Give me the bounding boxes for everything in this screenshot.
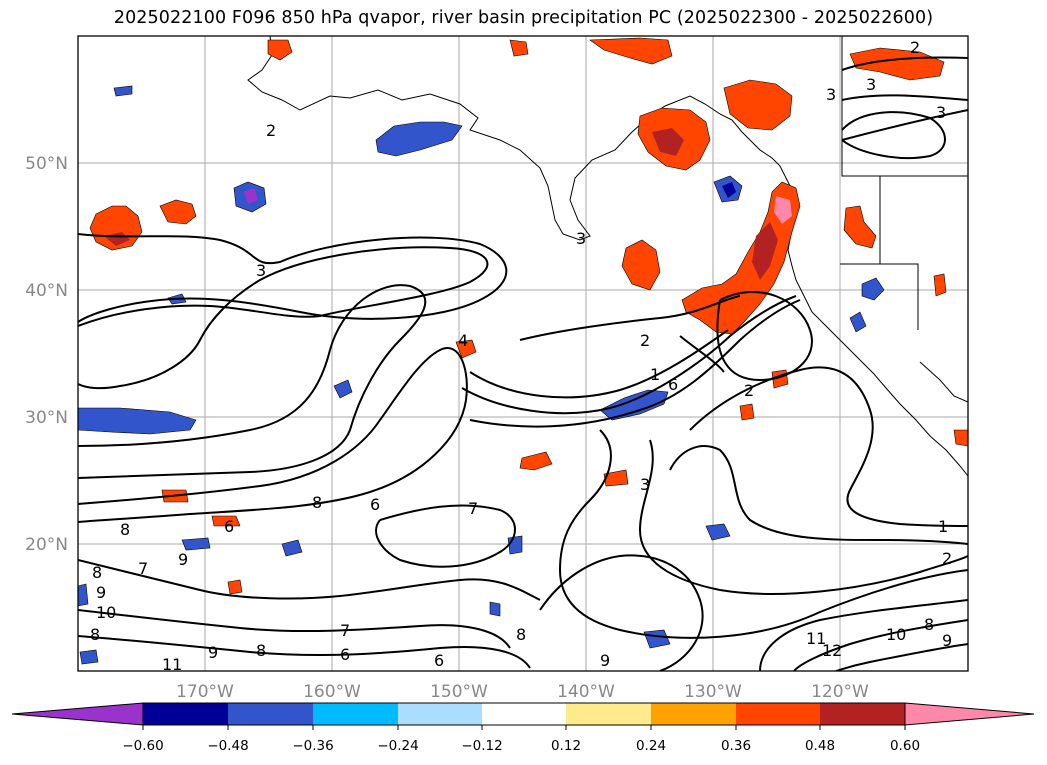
contour-label: 8 [90, 625, 100, 644]
colorbar-tick-label: −0.24 [377, 738, 418, 754]
contour-label: 6 [224, 517, 234, 536]
contour-label: 2 [266, 121, 276, 140]
colorbar-segment [820, 703, 905, 725]
contour-label: 12 [822, 641, 842, 660]
longitude-label: 170°W [176, 682, 234, 702]
contour-label: 8 [312, 493, 322, 512]
contour-label: 9 [178, 550, 188, 569]
colorbar-tick-label: 0.24 [636, 738, 666, 754]
colorbar-segment [143, 703, 228, 725]
colorbar-segment [313, 703, 398, 725]
latitude-label: 40°N [25, 281, 68, 301]
contour-label: 7 [340, 621, 350, 640]
contour-label: 6 [434, 651, 444, 670]
longitude-label: 150°W [430, 682, 488, 702]
contour-label: 3 [640, 475, 650, 494]
contour-label: 1 [938, 517, 948, 536]
contour-label: 10 [96, 603, 116, 622]
contour-label: 3 [256, 261, 266, 280]
negative-anomaly-shading [78, 85, 885, 665]
qvapor-contours [78, 56, 968, 671]
colorbar-extend-min [11, 702, 144, 726]
contour-label: 2 [640, 331, 650, 350]
colorbar-segment [736, 703, 820, 725]
contour-label: 4 [458, 331, 468, 350]
longitude-label: 120°W [811, 682, 869, 702]
contour-label: 2 [744, 381, 754, 400]
colorbar-tick-label: −0.60 [122, 738, 163, 754]
colorbar-segment [482, 703, 566, 725]
contour-label-group: 2 3 3 2 3 3 3 4 2 1 6 2 3 1 2 8 6 7 8 9 [90, 38, 952, 674]
latitude-axis: 50°N 40°N 30°N 20°N [25, 154, 68, 555]
colorbar-tick-label: 0.36 [721, 738, 751, 754]
contour-label: 3 [936, 103, 946, 122]
colorbar-tick-label: −0.48 [207, 738, 248, 754]
longitude-label: 140°W [557, 682, 615, 702]
contour-label: 8 [256, 641, 266, 660]
latitude-label: 20°N [25, 535, 68, 555]
contour-label: 2 [910, 38, 920, 57]
colorbar: −0.60 −0.48 −0.36 −0.24 −0.12 0.12 0.24 … [11, 702, 1035, 754]
colorbar-tick-label: 0.48 [805, 738, 835, 754]
contour-label: 9 [600, 651, 610, 670]
contour-label: 7 [468, 499, 478, 518]
contour-label: 3 [826, 85, 836, 104]
longitude-label: 130°W [684, 682, 742, 702]
contour-label: 8 [924, 615, 934, 634]
colorbar-tick-label: 0.60 [890, 738, 920, 754]
contour-label: 8 [92, 563, 102, 582]
map-frame [77, 35, 969, 672]
colorbar-tick-label: −0.36 [292, 738, 333, 754]
contour-label: 7 [138, 559, 148, 578]
colorbar-extend-max [904, 702, 1035, 726]
colorbar-segment [651, 703, 736, 725]
map-plot-area: 2 3 3 2 3 3 3 4 2 1 6 2 3 1 2 8 6 7 8 9 [77, 35, 969, 674]
map-title: 2025022100 F096 850 hPa qvapor, river ba… [113, 8, 934, 28]
contour-label: 8 [516, 625, 526, 644]
longitude-axis: 170°W 160°W 150°W 140°W 130°W 120°W [176, 682, 869, 702]
contour-label: 3 [866, 75, 876, 94]
contour-label: 11 [806, 629, 826, 648]
contour-label: 6 [668, 375, 678, 394]
contour-label: 3 [576, 229, 586, 248]
contour-label: 6 [370, 495, 380, 514]
contour-label: 11 [162, 655, 182, 674]
colorbar-tick-label: 0.12 [551, 738, 581, 754]
contour-label: 10 [886, 625, 906, 644]
latitude-label: 50°N [25, 154, 68, 174]
positive-anomaly-shading [89, 37, 968, 595]
contour-label: 9 [96, 583, 106, 602]
contour-label: 1 [650, 365, 660, 384]
colorbar-segment [398, 703, 482, 725]
latitude-label: 30°N [25, 408, 68, 428]
contour-label: 9 [942, 631, 952, 650]
contour-label: 2 [942, 549, 952, 568]
contour-label: 9 [208, 643, 218, 662]
contour-label: 8 [120, 520, 130, 539]
colorbar-segment [228, 703, 313, 725]
colorbar-tick-label: −0.12 [461, 738, 502, 754]
longitude-label: 160°W [303, 682, 361, 702]
colorbar-segment [566, 703, 651, 725]
contour-label: 6 [340, 645, 350, 664]
